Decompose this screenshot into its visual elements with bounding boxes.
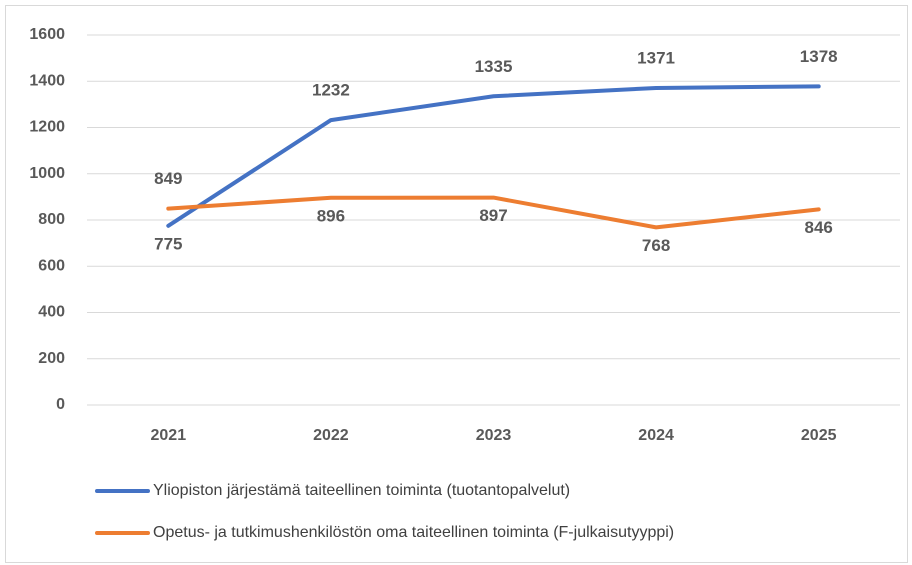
legend-label: Opetus- ja tutkimushenkilöstön oma taite… [153,524,674,541]
y-tick-label: 200 [38,350,65,367]
y-tick-label: 1000 [29,165,65,182]
y-tick-label: 400 [38,304,65,321]
x-tick-label: 2024 [638,427,674,444]
chart-border [5,5,908,563]
y-tick-label: 1400 [29,72,65,89]
data-label: 897 [479,206,507,225]
series-line [166,195,821,230]
y-tick-label: 1200 [29,119,65,136]
data-label: 846 [805,218,833,237]
data-label: 1335 [475,57,513,76]
legend-label: Yliopiston järjestämä taiteellinen toimi… [153,482,570,499]
y-tick-label: 1600 [29,26,65,43]
data-label: 1232 [312,81,350,100]
x-tick-label: 2021 [151,427,187,444]
y-tick-label: 0 [56,396,65,413]
data-label: 1378 [800,47,838,66]
data-label: 1371 [637,48,675,67]
data-label: 849 [154,169,182,188]
y-tick-label: 600 [38,257,65,274]
data-label: 896 [317,206,345,225]
x-tick-label: 2022 [313,427,349,444]
data-label: 775 [154,234,182,253]
x-tick-label: 2025 [801,427,837,444]
y-tick-label: 800 [38,211,65,228]
data-label: 768 [642,236,670,255]
x-tick-label: 2023 [476,427,512,444]
series-line [166,84,821,228]
